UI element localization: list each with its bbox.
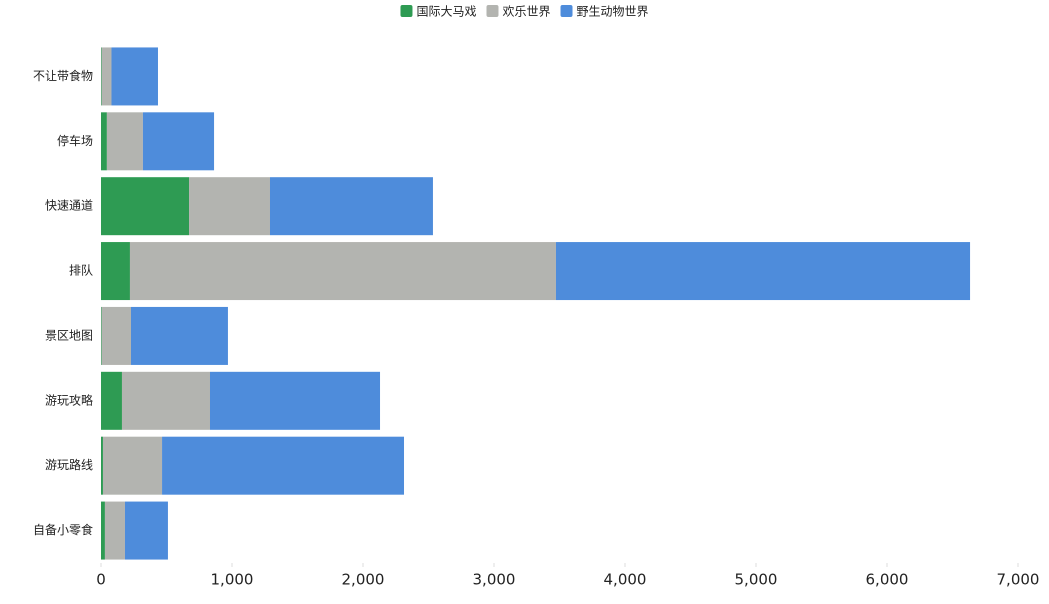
bar-segment [555, 242, 971, 301]
legend-label[interactable]: 国际大马戏 [416, 5, 476, 19]
bar-segment [124, 501, 168, 560]
bar-segment [101, 306, 131, 365]
bar-segment [121, 371, 210, 430]
legend-label[interactable]: 欢乐世界 [502, 4, 550, 19]
bar-segment [101, 177, 190, 236]
y-tick-label: 快速通道 [45, 199, 93, 213]
bar-segment [102, 436, 163, 495]
bar-segment [101, 436, 103, 495]
x-tick-label: 0 [96, 571, 106, 589]
bar-segment [101, 501, 105, 560]
bar-segment [101, 242, 130, 301]
x-tick-label: 2,000 [342, 571, 385, 589]
legend-swatch[interactable] [400, 5, 413, 17]
y-tick-label: 景区地图 [45, 328, 93, 342]
y-tick-label: 不让带食物 [33, 68, 93, 83]
bar-segment [209, 371, 381, 430]
bar-segment [162, 436, 405, 495]
legend-label[interactable]: 野生动物世界 [577, 5, 649, 19]
bar-segment [269, 177, 433, 236]
bar-segment [101, 112, 107, 171]
legend-swatch[interactable] [486, 5, 499, 17]
x-tick-label: 6,000 [866, 571, 909, 589]
legend: 国际大马戏 欢乐世界 野生动物世界 [400, 4, 649, 19]
bar-segment [104, 501, 125, 560]
bar-segment [129, 242, 556, 301]
bar-segment [189, 177, 270, 236]
bar-segment [101, 47, 102, 106]
bar-segment [101, 306, 102, 365]
bar-segment [142, 112, 215, 171]
bar-segment [111, 47, 158, 106]
y-tick-label: 游玩攻略 [45, 392, 93, 407]
x-tick-label: 1,000 [211, 571, 254, 589]
legend-swatch[interactable] [560, 5, 573, 17]
y-tick-label: 游玩路线 [45, 457, 93, 472]
x-tick-label: 3,000 [473, 571, 516, 589]
x-tick-label: 5,000 [735, 571, 778, 589]
x-tick-label: 4,000 [604, 571, 647, 589]
bar-segment [130, 306, 228, 365]
bar-segment [101, 371, 122, 430]
y-tick-label: 自备小零食 [33, 522, 93, 537]
x-tick-label: 7,000 [997, 571, 1040, 589]
bar-segment [101, 47, 112, 106]
y-tick-label: 排队 [69, 263, 93, 278]
y-tick-label: 停车场 [57, 133, 93, 148]
bar-segment [106, 112, 143, 171]
